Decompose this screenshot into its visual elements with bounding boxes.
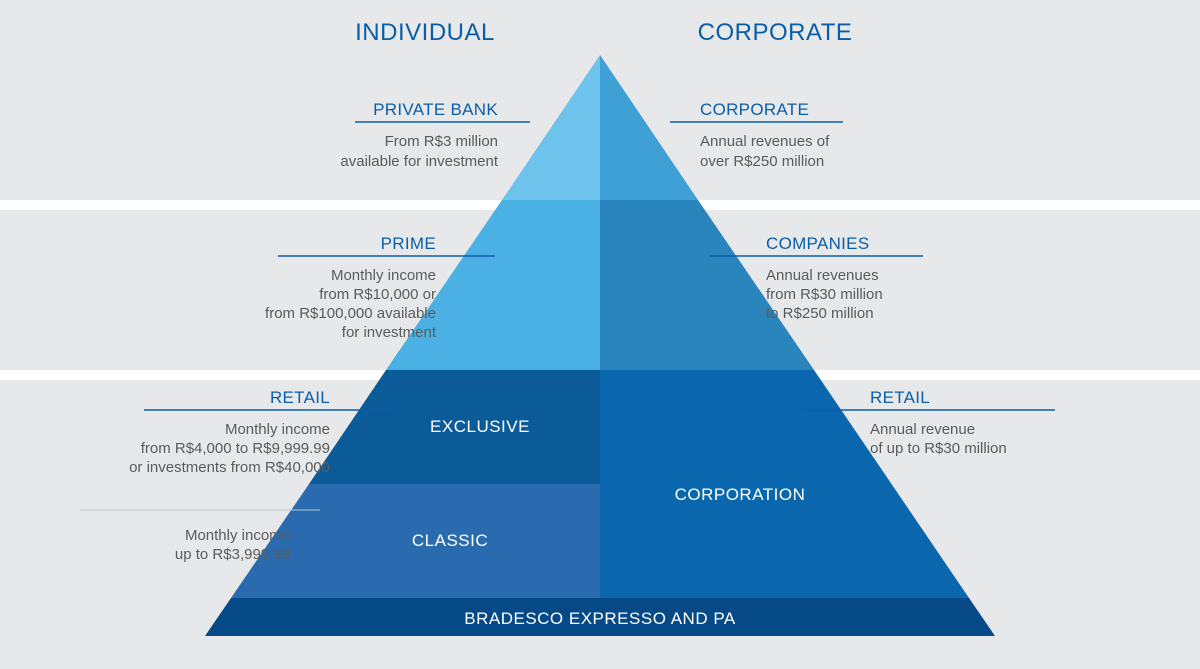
callout-line-corporate-1: over R$250 million — [700, 153, 824, 170]
callout-line-retail-right-0: Annual revenue — [870, 421, 975, 438]
pyramid-segment-mid-right — [600, 200, 814, 370]
column-header-right: CORPORATE — [698, 19, 853, 46]
callout-line-private-bank-1: available for investment — [340, 153, 498, 170]
callout-title-companies: COMPANIES — [766, 234, 869, 253]
callout-line-companies-0: Annual revenues — [766, 267, 879, 284]
pyramid-label-exclusive: EXCLUSIVE — [430, 417, 530, 436]
callout-line-corporate-0: Annual revenues of — [700, 133, 830, 150]
callout-line-companies-1: from R$30 million — [766, 286, 883, 303]
pyramid-label-base: BRADESCO EXPRESSO AND PA — [464, 609, 736, 628]
pyramid-segment-top-left — [502, 55, 600, 200]
pyramid-infographic: EXCLUSIVE CLASSIC CORPORATION BRADESCO EXPR… — [0, 0, 1200, 669]
callout-line-prime-2: from R$100,000 available — [265, 305, 436, 322]
callout-title-private-bank: PRIVATE BANK — [373, 100, 498, 119]
pyramid-segment-top-right — [600, 55, 698, 200]
callout-line-retail-left-0: Monthly income — [225, 421, 330, 438]
callout-title-retail-right: RETAIL — [870, 388, 930, 407]
callout-line-classic-note-0: Monthly income — [185, 527, 290, 544]
callout-line-prime-1: from R$10,000 or — [319, 286, 436, 303]
callout-line-retail-left-2: or investments from R$40,000 — [129, 459, 330, 476]
callout-line-prime-3: for investment — [342, 324, 437, 341]
column-header-left: INDIVIDUAL — [355, 19, 495, 46]
pyramid-label-corporation: CORPORATION — [675, 485, 806, 504]
pyramid-label-classic: CLASSIC — [412, 531, 488, 550]
callout-line-retail-left-1: from R$4,000 to R$9,999.99 — [141, 440, 330, 457]
callout-line-private-bank-0: From R$3 million — [385, 133, 498, 150]
callout-title-corporate: CORPORATE — [700, 100, 809, 119]
callout-line-retail-right-1: of up to R$30 million — [870, 440, 1007, 457]
pyramid-segment-mid-left — [386, 200, 600, 370]
callout-line-companies-2: to R$250 million — [766, 305, 874, 322]
callout-title-prime: PRIME — [381, 234, 436, 253]
callout-line-classic-note-1: up to R$3,999.99 — [175, 546, 290, 563]
callout-title-retail-left: RETAIL — [270, 388, 330, 407]
callout-line-prime-0: Monthly income — [331, 267, 436, 284]
